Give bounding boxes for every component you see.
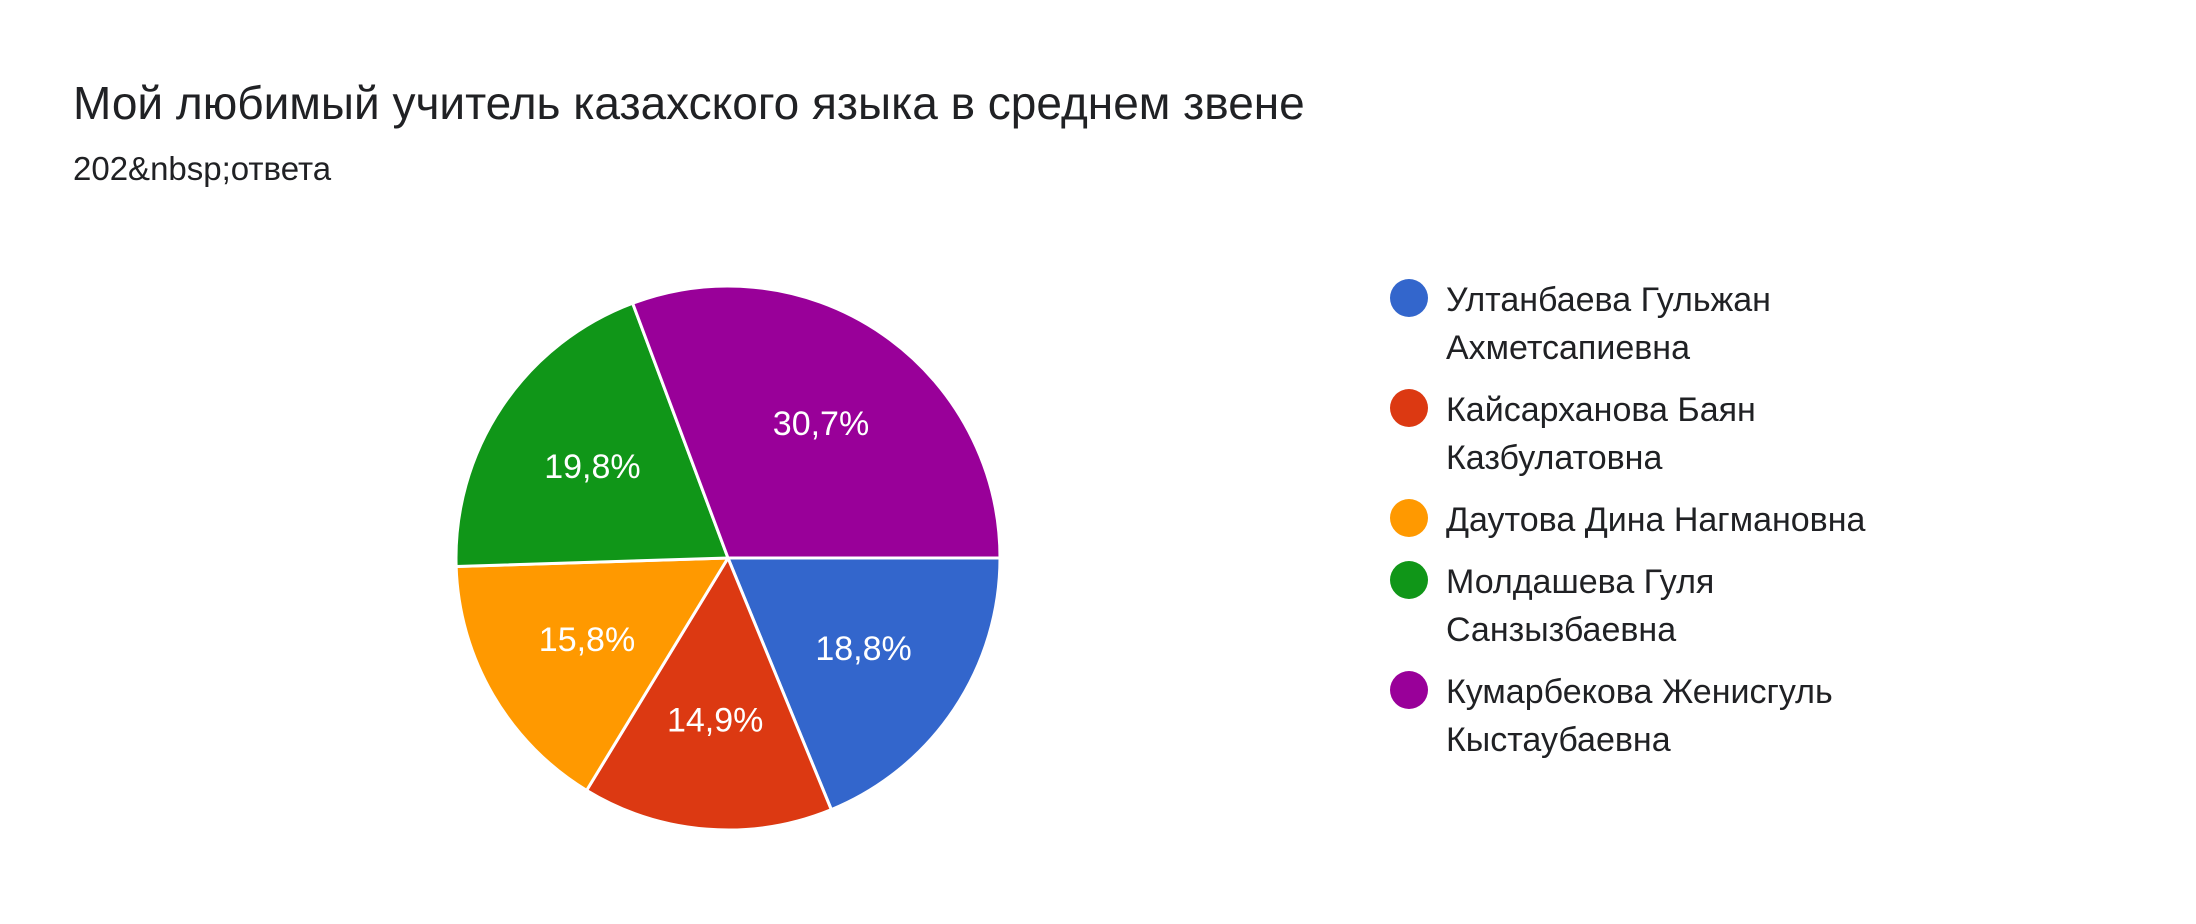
legend-item[interactable]: Кумарбекова Женисгуль Кыстаубаевна xyxy=(1390,668,2150,764)
response-count: 202&nbsp;ответа xyxy=(73,150,332,187)
legend-swatch-icon xyxy=(1390,389,1428,427)
slice-label: 18,8% xyxy=(815,630,911,668)
pie-slice[interactable] xyxy=(726,556,1002,812)
slice-label: 30,7% xyxy=(773,405,869,443)
pie-slice[interactable] xyxy=(454,556,730,792)
chart-title: Мой любимый учитель казахского языка в с… xyxy=(73,77,1305,129)
pie-slice[interactable] xyxy=(454,301,730,569)
legend-item[interactable]: Даутова Дина Нагмановна xyxy=(1390,496,2150,544)
legend-swatch-icon xyxy=(1390,499,1428,537)
pie-slice[interactable] xyxy=(585,556,833,832)
legend-swatch-icon xyxy=(1390,279,1428,317)
pie-slice[interactable] xyxy=(631,284,1002,560)
slice-label: 14,9% xyxy=(667,702,763,740)
legend-label: Кумарбекова Женисгуль Кыстаубаевна xyxy=(1446,673,1833,759)
slice-label: 15,8% xyxy=(539,621,635,659)
legend-item[interactable]: Молдашева Гуля Санзызбаевна xyxy=(1390,558,2150,654)
legend-label: Молдашева Гуля Санзызбаевна xyxy=(1446,563,1715,649)
legend-label: Кайсарханова Баян Казбулатовна xyxy=(1446,391,1756,477)
legend-swatch-icon xyxy=(1390,671,1428,709)
slice-label: 19,8% xyxy=(544,448,640,486)
legend-swatch-icon xyxy=(1390,561,1428,599)
legend-item[interactable]: Кайсарханова Баян Казбулатовна xyxy=(1390,386,2150,482)
legend-label: Даутова Дина Нагмановна xyxy=(1446,501,1866,539)
legend-item[interactable]: Ултанбаева Гульжан Ахметсапиевна xyxy=(1390,276,2150,372)
legend-label: Ултанбаева Гульжан Ахметсапиевна xyxy=(1446,281,1771,367)
legend: Ултанбаева Гульжан Ахметсапиевна Кайсарх… xyxy=(1390,276,2150,778)
